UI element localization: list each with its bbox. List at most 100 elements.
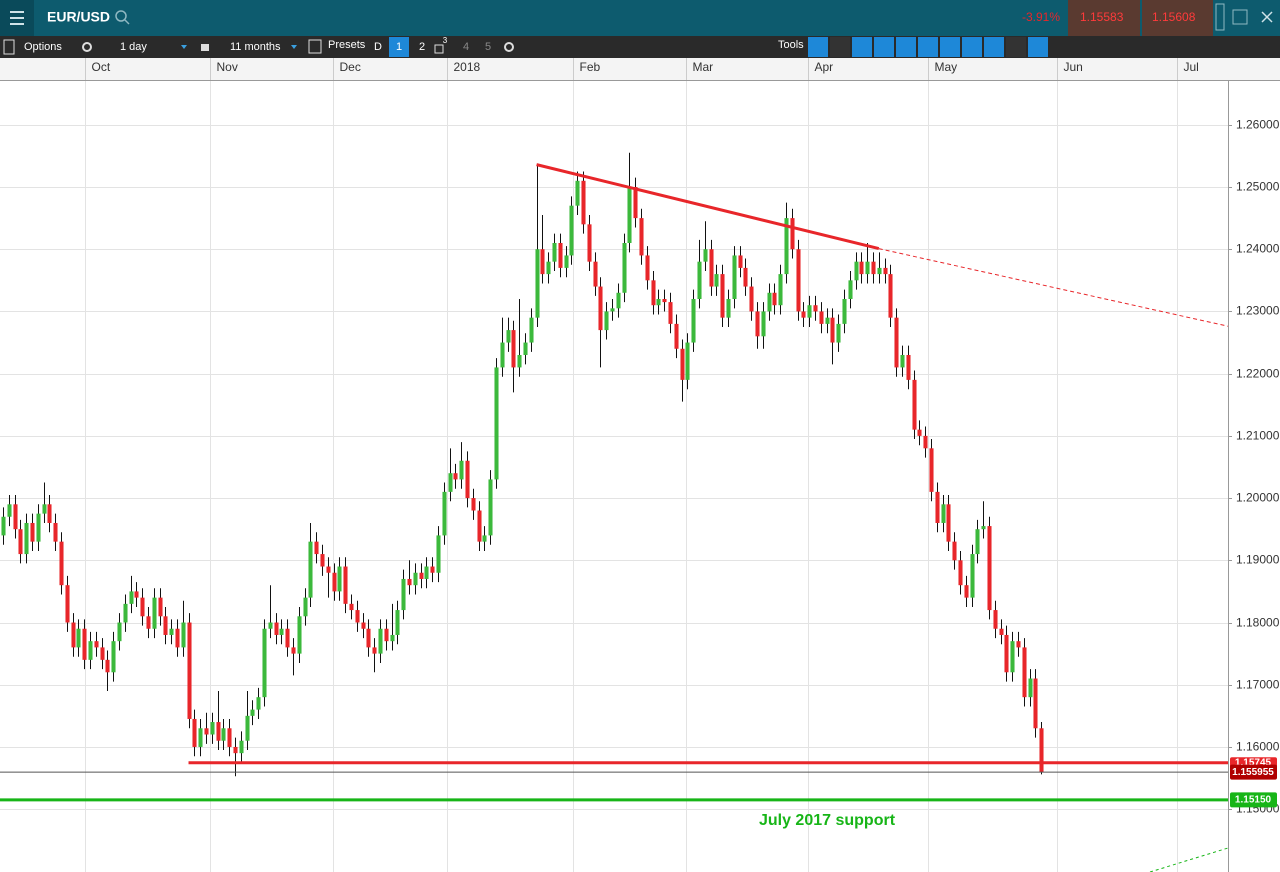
price-tag-label: 1.155955: [1232, 767, 1274, 778]
candle-body: [801, 311, 806, 318]
tool-button[interactable]: [940, 37, 960, 57]
candle-body: [158, 597, 163, 617]
candle-body: [616, 292, 621, 309]
candle-body: [511, 330, 516, 368]
candle-body: [813, 305, 818, 312]
candle-body: [569, 205, 574, 256]
candle-body: [82, 628, 87, 660]
sell-button[interactable]: [1068, 0, 1140, 36]
candle-body: [152, 597, 157, 629]
candle-body: [772, 292, 777, 306]
window-icon[interactable]: [1215, 3, 1225, 31]
y-tick-label: 1.19000: [1236, 553, 1280, 567]
dropdown-arrow: [181, 45, 187, 49]
candle-body: [303, 597, 308, 617]
tool-button[interactable]: [808, 37, 828, 57]
x-tick-label: Dec: [340, 60, 361, 74]
candle-body: [604, 311, 609, 331]
tool-button[interactable]: [984, 37, 1004, 57]
candle-body: [587, 224, 592, 262]
candle-body: [610, 308, 615, 312]
period-icon[interactable]: [434, 44, 444, 54]
tool-button[interactable]: [896, 37, 916, 57]
candle-body: [732, 255, 737, 299]
candle-body: [575, 180, 580, 206]
candle-body: [221, 728, 226, 741]
candle-body: [24, 522, 29, 555]
presets[interactable]: Presets: [328, 39, 366, 51]
candle-body: [552, 243, 557, 262]
candle-body: [471, 498, 476, 511]
candle-body: [268, 622, 273, 629]
candle-body: [459, 460, 464, 480]
range[interactable]: 11 months: [230, 41, 281, 53]
period[interactable]: D: [374, 41, 382, 53]
candle-body: [854, 261, 859, 281]
tool-button[interactable]: [962, 37, 982, 57]
candle-body: [1022, 647, 1027, 698]
close-icon[interactable]: [1261, 11, 1273, 23]
lock-icon[interactable]: [201, 44, 209, 51]
options-icon[interactable]: [3, 39, 15, 55]
candle-body: [30, 522, 35, 542]
period[interactable]: 1: [396, 41, 402, 53]
plot-area: [0, 81, 1228, 872]
calendar-icon[interactable]: [308, 39, 322, 54]
candle-body: [825, 317, 830, 324]
tool-button[interactable]: [918, 37, 938, 57]
tool-button[interactable]: [830, 37, 850, 57]
candle-body: [958, 560, 963, 586]
candle-body: [71, 622, 76, 648]
buy-price: 1.15608: [1152, 10, 1196, 24]
y-tick-label: 1.22000: [1236, 367, 1280, 381]
candle-body: [796, 249, 801, 312]
trendline: [536, 163, 880, 251]
period[interactable]: 4: [463, 41, 469, 53]
candle-body: [53, 522, 58, 542]
candle-body: [598, 286, 603, 331]
candle-body: [1004, 634, 1009, 673]
candle-body: [987, 526, 992, 611]
buy-button[interactable]: [1142, 0, 1213, 36]
popout-icon[interactable]: [1232, 9, 1248, 25]
x-tick-label: Oct: [92, 60, 111, 74]
candle-body: [761, 311, 766, 337]
options[interactable]: Options: [24, 41, 62, 53]
tool-button[interactable]: [874, 37, 894, 57]
candle-body: [697, 261, 702, 299]
header-bar: [0, 0, 1280, 36]
drawing-line: [1149, 847, 1229, 872]
candle-body: [262, 628, 267, 698]
candle-body: [372, 647, 377, 654]
period[interactable]: 5: [485, 41, 491, 53]
settings-icon[interactable]: [504, 42, 514, 52]
candle-body: [482, 535, 487, 542]
sell-price: 1.15583: [1080, 10, 1124, 24]
tool-button[interactable]: [852, 37, 872, 57]
candle-body: [952, 541, 957, 561]
symbol[interactable]: EUR/USD: [47, 9, 110, 25]
y-tick-label: 1.21000: [1236, 429, 1280, 443]
candle-body: [192, 718, 197, 747]
settings-icon[interactable]: [82, 42, 92, 52]
candle-body: [42, 504, 47, 514]
candle-body: [494, 367, 499, 480]
candle-body: [917, 429, 922, 436]
candle-body: [250, 709, 255, 716]
candle-body: [337, 566, 342, 592]
candle-body: [76, 628, 81, 648]
candle-body: [320, 554, 325, 567]
y-tick-label: 1.18000: [1236, 616, 1280, 630]
search-icon[interactable]: [115, 10, 127, 22]
candle-body: [163, 616, 168, 635]
candle-body: [836, 323, 841, 343]
interval[interactable]: 1 day: [120, 41, 147, 53]
candle-body: [297, 616, 302, 654]
candle-body: [175, 628, 180, 648]
change: -3.91%: [1022, 10, 1060, 24]
period[interactable]: 2: [419, 41, 425, 53]
price-axis: 1.150001.160001.170001.180001.190001.200…: [1228, 118, 1280, 816]
tool-button[interactable]: [1006, 37, 1026, 57]
tool-button[interactable]: [1028, 37, 1048, 57]
candle-body: [117, 622, 122, 642]
